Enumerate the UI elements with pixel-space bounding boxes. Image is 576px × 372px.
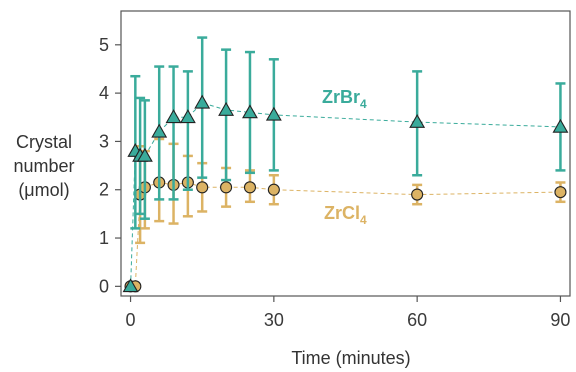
y-tick-label: 2 [99, 180, 109, 200]
plot-frame [120, 10, 571, 297]
y-tick-label: 1 [99, 228, 109, 248]
series-zrbr4 [122, 36, 569, 293]
y-axis-title-line-3: (μmol) [18, 180, 69, 200]
data-point-zrbr4 [218, 101, 235, 116]
data-point-zrbr4 [409, 113, 426, 128]
data-point-zrbr4 [122, 278, 139, 293]
data-point-zrcl4 [267, 183, 280, 196]
x-axis: 0 30 60 90 [126, 296, 570, 330]
series-label-zrbr4-name: ZrBr [322, 87, 360, 107]
y-tick-label: 5 [99, 35, 109, 55]
data-point-zrbr4 [242, 104, 258, 119]
x-tick-label: 0 [126, 310, 136, 330]
x-axis-title: Time (minutes) [291, 348, 410, 368]
series-layer [122, 36, 569, 293]
y-tick-label: 3 [99, 131, 109, 151]
x-tick-label: 30 [264, 310, 284, 330]
data-point-zrbr4 [194, 94, 211, 109]
data-point-zrcl4 [554, 186, 567, 199]
data-point-zrbr4 [179, 109, 196, 124]
series-line-zrcl4 [130, 181, 561, 287]
data-point-zrbr4 [552, 118, 569, 133]
series-label-zrcl4-subscript: 4 [360, 213, 367, 227]
data-point-zrcl4 [243, 181, 257, 194]
data-point-zrcl4 [220, 181, 233, 194]
y-tick-label: 4 [99, 83, 109, 103]
series-line-zrbr4 [130, 102, 561, 287]
series-label-zrcl4: ZrCl4 [324, 203, 367, 227]
series-label-zrbr4: ZrBr4 [322, 87, 367, 111]
x-tick-label: 60 [407, 310, 427, 330]
data-point-zrbr4 [136, 147, 153, 162]
error-bar-zrbr4 [168, 65, 179, 201]
error-bar-zrbr4 [182, 70, 193, 191]
y-axis-title-line-2: number [13, 156, 74, 176]
y-tick-label: 0 [99, 276, 109, 296]
data-point-zrbr4 [151, 123, 168, 138]
data-point-zrbr4 [265, 106, 282, 121]
x-tick-label: 90 [550, 310, 570, 330]
series-label-zrbr4-subscript: 4 [360, 97, 367, 111]
data-point-zrcl4 [196, 181, 209, 194]
series-label-zrcl4-name: ZrCl [324, 203, 360, 223]
y-axis: 0 1 2 3 4 5 [99, 35, 121, 296]
y-axis-title-line-1: Crystal [16, 132, 72, 152]
data-point-zrbr4 [165, 109, 182, 124]
data-point-zrcl4 [411, 188, 424, 201]
